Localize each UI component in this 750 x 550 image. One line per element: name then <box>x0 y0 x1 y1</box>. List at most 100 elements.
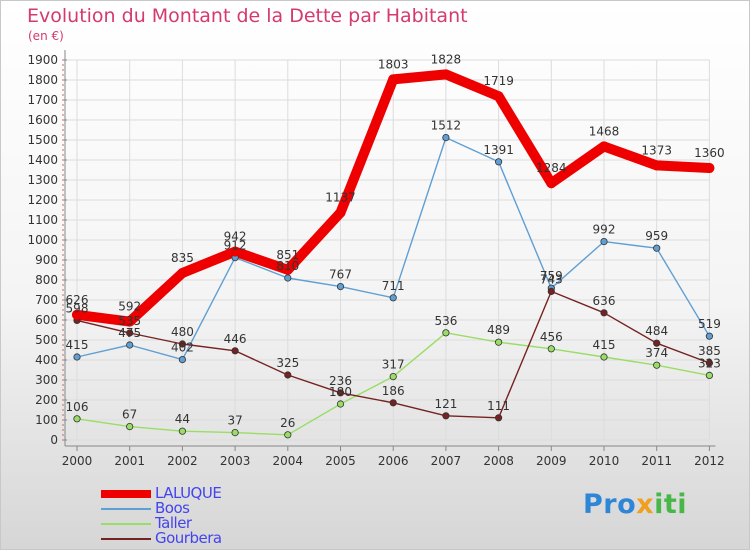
data-label-laluque: 1803 <box>378 57 409 71</box>
data-point-laluque <box>493 91 504 102</box>
data-point-boos <box>336 282 345 291</box>
legend-item-taller: Taller <box>101 514 301 532</box>
data-label-gourbera: 636 <box>593 294 616 308</box>
data-point-laluque <box>177 268 188 278</box>
y-tick-label: 1900 <box>27 53 58 67</box>
data-point-boos <box>494 158 503 166</box>
axes: 0 100 200 300 400 500 600 700 800 900 1000 1100 1200… <box>27 50 725 468</box>
data-label-taller: 180 <box>329 385 352 399</box>
data-point-taller <box>73 415 81 423</box>
data-point-laluque <box>335 207 346 218</box>
legend-label: Gourbera <box>155 529 222 547</box>
data-point-laluque <box>651 160 662 171</box>
data-label-gourbera: 598 <box>66 301 89 315</box>
data-point-boos <box>653 244 661 252</box>
legend-label: LALUQUE <box>155 484 222 502</box>
data-label-taller: 44 <box>175 412 190 426</box>
data-point-laluque <box>440 69 451 80</box>
x-tick-label: 2010 <box>589 454 620 468</box>
y-tick-label: 1100 <box>27 213 58 227</box>
x-tick-label: 2005 <box>325 454 356 468</box>
data-label-laluque: 1828 <box>431 52 462 66</box>
data-label-laluque: 835 <box>171 251 194 265</box>
data-point-laluque <box>230 246 241 257</box>
data-label-taller: 106 <box>66 400 89 414</box>
legend-label: Boos <box>155 499 190 517</box>
data-label-boos: 759 <box>540 269 563 283</box>
y-tick-label: 1300 <box>27 173 58 187</box>
x-tick-label: 2004 <box>273 454 304 468</box>
series-markers <box>72 69 715 439</box>
data-point-gourbera <box>494 414 503 422</box>
data-label-laluque: 1360 <box>694 146 725 160</box>
data-label-gourbera: 186 <box>382 384 405 398</box>
legend-item-gourbera: Gourbera <box>101 529 301 547</box>
x-tick-label: 2007 <box>431 454 462 468</box>
data-label-boos: 810 <box>276 259 299 273</box>
data-point-taller <box>389 372 397 381</box>
data-label-taller: 536 <box>434 314 457 328</box>
y-tick-label: 1500 <box>27 133 58 147</box>
data-label-taller: 67 <box>122 408 137 422</box>
data-label-gourbera: 385 <box>698 344 721 358</box>
data-label-laluque: 626 <box>66 293 89 307</box>
x-tick-label: 2009 <box>536 454 567 468</box>
data-label-laluque: 1284 <box>536 161 567 175</box>
y-tick-label: 700 <box>35 293 58 307</box>
data-point-boos <box>73 353 81 361</box>
data-label-laluque: 851 <box>276 248 299 262</box>
y-tick-label: 1400 <box>27 153 58 167</box>
data-point-gourbera <box>178 340 186 348</box>
data-point-boos <box>442 134 450 142</box>
data-point-laluque <box>546 178 557 189</box>
x-tick-label: 2006 <box>378 454 409 468</box>
chart-title: Evolution du Montant de la Dette par Hab… <box>27 5 468 27</box>
data-point-boos <box>389 294 397 302</box>
data-label-gourbera: 484 <box>645 324 668 338</box>
data-point-gourbera <box>126 329 134 337</box>
data-point-taller <box>600 353 608 361</box>
data-point-gourbera <box>653 339 661 347</box>
x-tick-label: 2003 <box>220 454 251 468</box>
data-label-boos: 912 <box>224 239 247 253</box>
legend-item-boos: Boos <box>101 499 301 517</box>
data-point-gourbera <box>547 287 555 295</box>
legend-swatch <box>101 490 151 498</box>
data-point-laluque <box>704 163 715 173</box>
y-tick-label: 1200 <box>27 193 58 207</box>
data-label-laluque: 942 <box>224 230 247 244</box>
data-label-boos: 415 <box>66 338 89 352</box>
data-label-boos: 711 <box>382 279 405 293</box>
data-label-taller: 374 <box>645 346 668 360</box>
y-tick-label: 1000 <box>27 233 58 247</box>
data-label-boos: 992 <box>593 223 616 237</box>
data-point-boos <box>600 238 608 246</box>
data-label-boos: 1512 <box>431 119 462 133</box>
legend-label: Taller <box>155 514 192 532</box>
data-point-laluque <box>282 264 293 275</box>
data-label-taller: 489 <box>487 323 510 337</box>
data-point-taller <box>284 431 292 439</box>
data-point-gourbera <box>600 309 608 317</box>
data-point-gourbera <box>442 412 450 420</box>
y-tick-label: 1600 <box>27 113 58 127</box>
data-label-taller: 317 <box>382 358 405 372</box>
legend-swatch <box>101 538 151 540</box>
legend-swatch <box>101 508 151 510</box>
data-point-boos <box>705 332 714 340</box>
data-label-gourbera: 535 <box>118 314 141 328</box>
y-tick-label: 900 <box>35 253 58 267</box>
data-label-laluque: 1468 <box>589 124 620 138</box>
x-tick-label: 2001 <box>114 454 145 468</box>
y-tick-label: 100 <box>35 413 58 427</box>
y-tick-label: 600 <box>35 313 58 327</box>
data-label-gourbera: 446 <box>224 332 247 346</box>
data-label-boos: 959 <box>645 229 668 243</box>
data-label-boos: 475 <box>118 326 141 340</box>
data-point-gourbera <box>389 399 397 407</box>
data-label-gourbera: 743 <box>540 272 563 286</box>
data-point-gourbera <box>336 389 345 397</box>
data-label-gourbera: 325 <box>276 356 299 370</box>
x-tick-label: 2002 <box>167 454 198 468</box>
